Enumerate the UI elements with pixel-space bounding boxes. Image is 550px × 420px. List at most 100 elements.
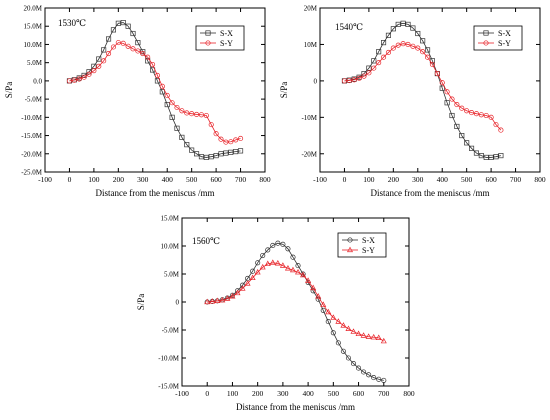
data-point [96,63,102,69]
data-point [145,54,151,60]
plot-frame [319,7,541,173]
data-point [464,140,470,146]
y-tick-label: -10.0M [21,114,43,122]
data-point [154,72,160,78]
temperature-annotation: 1530℃ [58,18,86,28]
legend-label: S-X [362,236,375,245]
data-point [473,111,479,117]
data-point [218,136,224,142]
data-point [169,114,175,120]
data-point [228,149,234,155]
data-point [106,36,112,42]
y-tick-label: -15.0M [21,132,43,140]
legend-label: S-Y [220,39,233,48]
data-point [356,75,362,81]
data-point [208,122,214,128]
data-point [120,20,126,26]
data-point [285,246,291,252]
data-point [340,348,346,354]
data-point [376,49,382,55]
data-point [101,47,107,53]
data-point [205,40,211,46]
series-s-y [341,41,504,133]
data-point [295,268,302,275]
y-axis-label: S/Pa [4,82,14,99]
legend-label: S-X [220,29,233,38]
x-tick-label: 200 [388,175,400,184]
data-point [81,74,87,80]
data-point [194,151,200,157]
data-point [345,325,352,331]
data-point [203,154,209,160]
data-point [361,73,367,79]
y-tick-label: 5.0M [164,271,180,279]
data-point [464,108,470,114]
data-point [106,51,112,57]
y-tick-label: 20M [304,5,318,13]
data-point [335,340,341,346]
data-point [254,268,261,275]
data-point [86,71,92,77]
data-point [415,45,421,51]
data-point [310,284,317,291]
data-point [347,237,353,243]
x-tick-label: 400 [162,175,174,184]
data-point [405,21,411,27]
y-tick-label: -10.0M [158,355,180,363]
legend-label: S-X [498,29,511,38]
y-tick-label: -10M [301,114,317,122]
data-point [439,80,445,86]
data-point [400,41,406,47]
data-point [376,376,382,382]
data-point [375,334,382,340]
series-line [69,42,241,143]
data-point [325,319,331,325]
data-point [239,285,246,291]
data-point [385,32,391,38]
x-tick-label: 800 [403,389,415,398]
data-point [434,71,440,77]
data-point [351,77,357,83]
data-point [366,372,372,378]
data-point [233,137,239,143]
data-point [488,154,494,160]
y-tick-label: -20M [301,150,317,158]
x-tick-label: 200 [252,389,264,398]
data-point [439,85,445,91]
data-point [239,282,246,288]
data-point [205,30,211,36]
x-tick-label: 0 [343,175,347,184]
chart-1560: -100 0 100 200 300 400 500 600 700 800 15.0M 10.0M 5… [136,215,415,413]
data-point [355,330,362,337]
data-point [320,307,326,313]
x-tick-label: 0 [68,175,72,184]
data-point [341,78,347,84]
data-point [179,134,185,140]
series-line [344,43,502,131]
data-point [459,133,465,139]
data-point [330,314,337,320]
data-point [400,20,406,26]
data-point [370,333,377,340]
data-point [159,83,165,89]
data-point [135,48,141,54]
data-point [469,110,475,116]
data-point [371,375,377,381]
data-point [420,49,426,55]
y-tick-label: -25.0M [21,169,43,177]
data-point [345,355,352,361]
data-point [219,296,226,303]
x-tick-label: -100 [38,175,52,184]
data-point [179,108,185,114]
data-point [371,58,377,64]
series-s-y [204,259,387,344]
plot-frame [44,7,266,173]
x-tick-label: 700 [378,389,390,398]
x-tick-label: 400 [437,175,449,184]
y-tick-label: 0 [176,299,180,307]
data-point [91,68,97,74]
data-point [213,153,219,159]
x-tick-label: 400 [302,389,314,398]
data-point [209,298,216,304]
series-s-x [204,240,387,383]
